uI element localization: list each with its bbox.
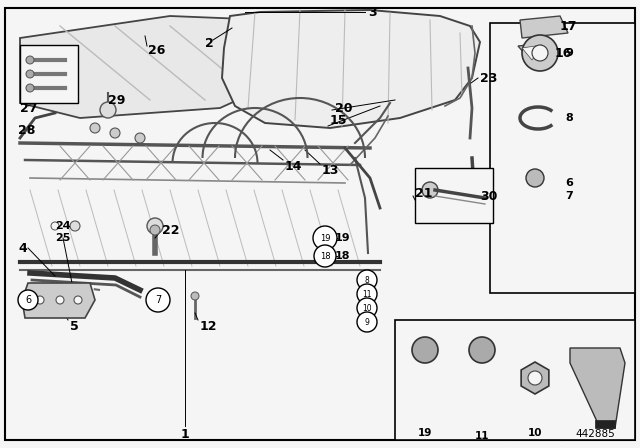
Text: 8: 8	[565, 113, 573, 123]
Circle shape	[357, 298, 377, 318]
Polygon shape	[518, 43, 548, 63]
Text: 1: 1	[180, 427, 189, 440]
Text: 20: 20	[335, 102, 353, 115]
Text: 19: 19	[335, 233, 351, 243]
Text: 12: 12	[200, 319, 218, 332]
Text: 6: 6	[25, 295, 31, 305]
Text: 22: 22	[162, 224, 179, 237]
Polygon shape	[520, 16, 568, 38]
Circle shape	[100, 102, 116, 118]
Text: 8: 8	[365, 276, 369, 284]
Polygon shape	[222, 10, 480, 128]
Circle shape	[526, 169, 544, 187]
Circle shape	[26, 70, 34, 78]
Text: 19: 19	[418, 428, 432, 438]
Circle shape	[74, 296, 82, 304]
Text: 10: 10	[528, 428, 542, 438]
Polygon shape	[20, 190, 382, 268]
Text: 21: 21	[415, 186, 433, 199]
Circle shape	[532, 45, 548, 61]
Text: 23: 23	[480, 72, 497, 85]
Text: 28: 28	[18, 124, 35, 137]
Circle shape	[528, 371, 542, 385]
Text: 16: 16	[555, 47, 572, 60]
Text: 15: 15	[330, 113, 348, 126]
Text: 9: 9	[365, 318, 369, 327]
Circle shape	[313, 226, 337, 250]
Text: 26: 26	[148, 43, 165, 56]
Circle shape	[357, 270, 377, 290]
Circle shape	[51, 222, 59, 230]
Polygon shape	[522, 45, 542, 60]
Bar	[395, 320, 635, 440]
Circle shape	[26, 84, 34, 92]
Text: 19: 19	[320, 233, 330, 242]
Text: 6: 6	[565, 178, 573, 188]
Text: 30: 30	[480, 190, 497, 202]
Text: 11: 11	[475, 431, 489, 441]
Circle shape	[18, 290, 38, 310]
Text: 5: 5	[70, 319, 79, 332]
Polygon shape	[595, 420, 615, 428]
Text: 10: 10	[362, 303, 372, 313]
Text: 18: 18	[320, 251, 330, 260]
Polygon shape	[570, 348, 625, 428]
Circle shape	[26, 56, 34, 64]
Bar	[490, 23, 635, 293]
Bar	[20, 45, 78, 103]
Circle shape	[135, 133, 145, 143]
Text: 4: 4	[18, 241, 27, 254]
Circle shape	[150, 225, 160, 235]
Circle shape	[422, 182, 438, 198]
Circle shape	[357, 284, 377, 304]
Text: 7: 7	[565, 191, 573, 201]
Polygon shape	[22, 283, 95, 318]
Text: 442885: 442885	[575, 429, 615, 439]
Circle shape	[56, 296, 64, 304]
Text: 25: 25	[55, 233, 70, 243]
Text: 9: 9	[565, 48, 573, 58]
Text: 3: 3	[368, 5, 376, 18]
Text: 2: 2	[205, 36, 214, 49]
Circle shape	[314, 245, 336, 267]
Text: 17: 17	[560, 20, 577, 33]
Circle shape	[357, 312, 377, 332]
Text: 7: 7	[155, 295, 161, 305]
Circle shape	[110, 128, 120, 138]
Circle shape	[70, 221, 80, 231]
Polygon shape	[521, 362, 549, 394]
Circle shape	[191, 292, 199, 300]
Circle shape	[90, 123, 100, 133]
Circle shape	[469, 337, 495, 363]
Text: 13: 13	[322, 164, 339, 177]
Polygon shape	[20, 16, 290, 118]
Text: 14: 14	[285, 159, 303, 172]
Bar	[415, 168, 493, 223]
Circle shape	[146, 288, 170, 312]
Text: 18: 18	[335, 251, 351, 261]
Circle shape	[147, 218, 163, 234]
Text: 27: 27	[20, 102, 38, 115]
Text: 29: 29	[108, 94, 125, 107]
Text: 11: 11	[362, 289, 372, 298]
Circle shape	[36, 296, 44, 304]
Text: 24: 24	[55, 221, 70, 231]
Circle shape	[522, 35, 558, 71]
Circle shape	[412, 337, 438, 363]
